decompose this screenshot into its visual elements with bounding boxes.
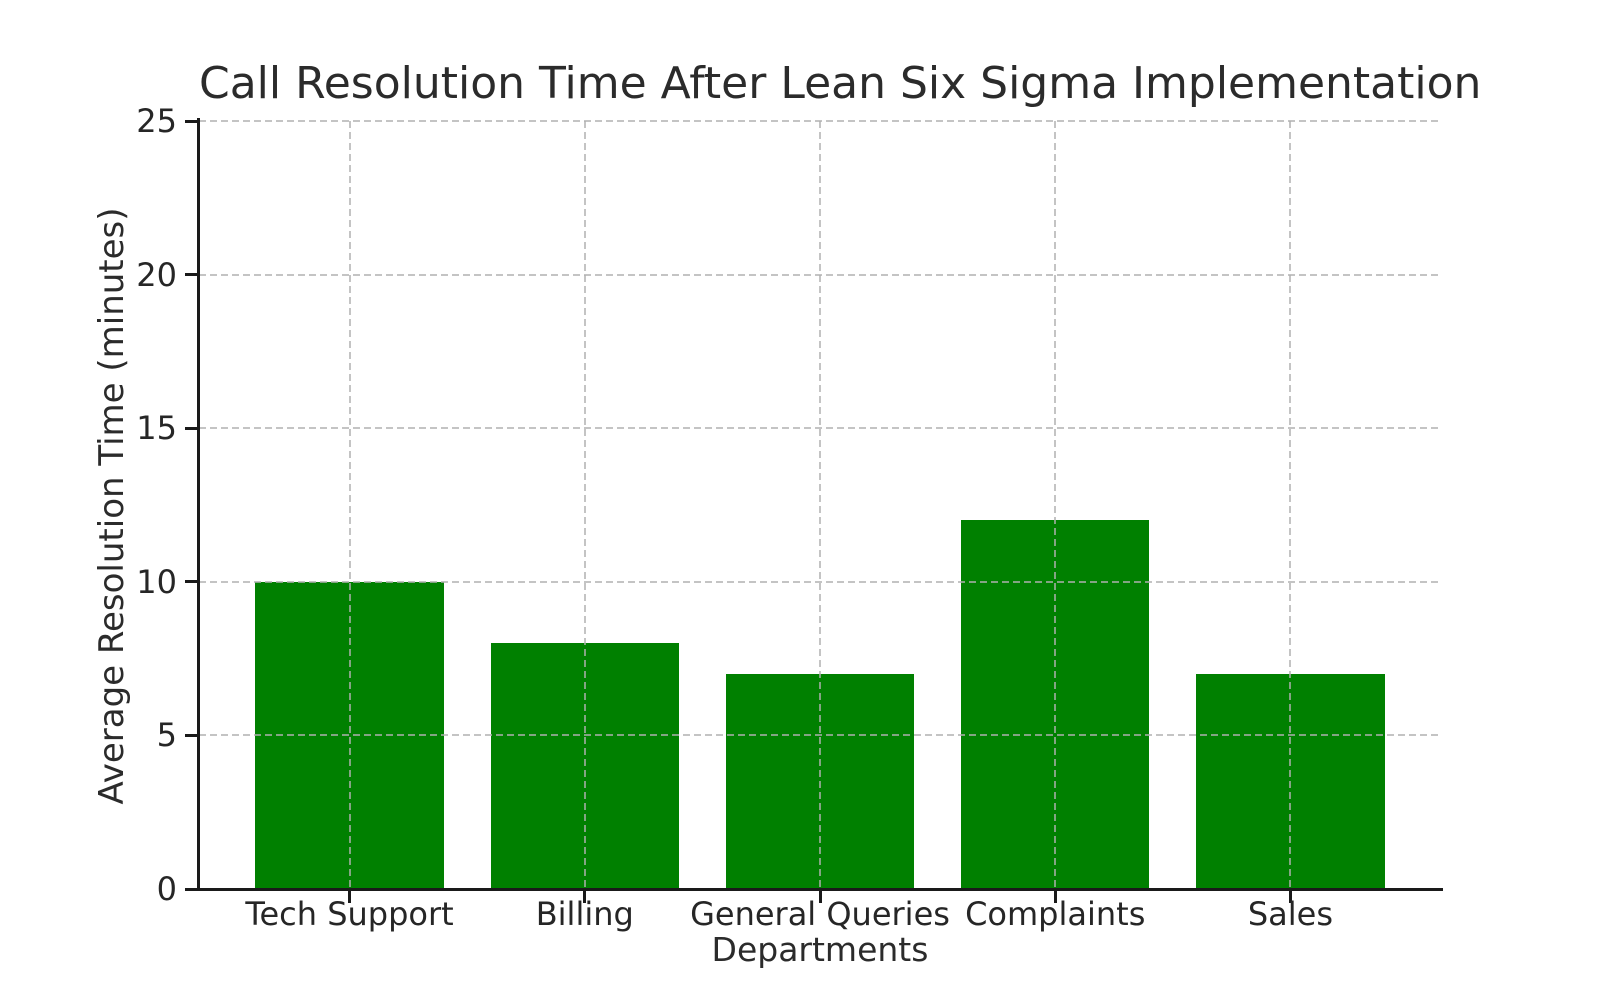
x-axis-label: Departments (711, 930, 929, 969)
v-gridline-tech-support (348, 121, 351, 889)
y-tick-label: 25 (136, 102, 177, 140)
x-tick-mark (583, 891, 587, 903)
x-tick-label-billing: Billing (535, 895, 634, 933)
y-axis-label: Average Resolution Time (minutes) (92, 207, 132, 805)
y-axis-spine (197, 118, 200, 891)
x-tick-label-sales: Sales (1247, 895, 1334, 933)
x-tick-mark (348, 891, 352, 903)
y-tick-mark (185, 119, 198, 123)
v-gridline-general-queries (819, 121, 821, 889)
v-gridline-sales (1289, 121, 1292, 889)
y-tick-label: 10 (136, 562, 177, 601)
x-tick-mark (1288, 891, 1292, 903)
v-gridline-billing (583, 121, 586, 889)
y-tick-label: 15 (136, 409, 177, 448)
y-tick-mark (185, 273, 198, 277)
x-tick-label-tech-support: Tech Support (245, 895, 454, 933)
x-axis-spine (197, 888, 1443, 891)
x-tick-mark (818, 891, 822, 903)
chart-title: Call Resolution Time After Lean Six Sigm… (199, 58, 1482, 109)
x-tick-mark (1053, 891, 1057, 903)
x-tick-label-complaints: Complaints (965, 895, 1146, 933)
y-tick-mark (185, 426, 198, 430)
y-tick-label: 20 (136, 255, 177, 294)
x-tick-label-general-queries: General Queries (690, 895, 950, 933)
v-gridline-complaints (1054, 121, 1057, 889)
y-tick-mark (185, 580, 198, 584)
y-tick-mark (185, 887, 198, 891)
y-tick-label: 5 (156, 716, 177, 755)
y-tick-label: 0 (156, 870, 177, 908)
y-tick-mark (185, 733, 198, 737)
